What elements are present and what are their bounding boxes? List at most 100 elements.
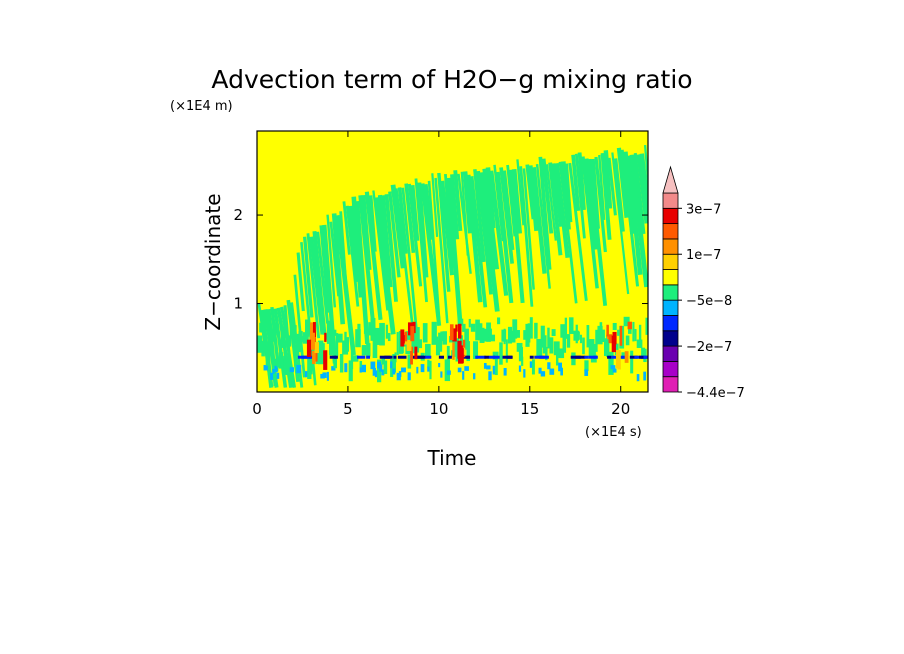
field-streak [502,170,515,251]
field-cell [582,337,585,355]
field-plume [615,349,620,369]
field-cell [435,340,441,356]
field-cell [549,368,555,375]
colorbar-segment [662,345,679,362]
field-streak [629,154,648,288]
field-cell [492,365,496,375]
field-cell [503,328,506,345]
field-cell [531,359,535,375]
field-cell [407,372,411,381]
colorbar-segment [662,192,679,209]
field-cell [447,355,452,359]
field-streak [384,194,398,302]
field-cell [638,324,642,347]
field-cell [331,366,336,371]
field-cell [281,326,285,348]
field-cell [507,355,513,359]
field-cell [566,334,571,348]
field-cell [397,355,407,359]
field-streak [316,231,330,324]
field-cell [344,331,347,341]
field-streak [453,170,463,232]
field-cell [305,371,309,378]
field-cell [564,317,567,339]
field-cell [523,369,526,378]
field-streak [348,205,360,283]
field-cell [468,318,471,328]
field-plume [404,331,408,342]
colorbar-segment [662,253,679,270]
field-cell [381,357,386,365]
field-streak [401,187,419,334]
field-streak [397,187,408,254]
x-tick-label: 20 [611,400,630,418]
field-streak [583,158,598,250]
field-streak [587,158,608,306]
field-cell [607,355,612,359]
field-cell [420,355,424,359]
field-cell [261,340,265,357]
field-streak [372,190,389,311]
field-cell [464,328,469,350]
field-streak [319,225,331,313]
field-cell [320,343,325,351]
field-cell [359,367,362,373]
field-streak [577,152,586,211]
field-cell [579,334,583,344]
field-cell [438,362,441,368]
field-plume [312,350,316,365]
field-cell [272,369,275,374]
field-streak [565,163,573,223]
field-cell [427,366,432,372]
field-cell [307,358,312,379]
field-cell [512,319,518,339]
field-streak [427,180,441,322]
field-cell [623,316,630,327]
field-cell [632,321,635,342]
field-cell [584,355,589,359]
colorbar-tick-label: 1e−7 [686,248,721,263]
field-cell [285,335,292,347]
field-cell [606,334,610,357]
field-cell [462,371,465,380]
field-cell [438,355,445,359]
field-cell [612,322,617,330]
field-cell [311,346,315,355]
field-cell [298,330,303,341]
field-cell [270,372,274,380]
field-cell [363,322,367,334]
field-cell [379,364,383,372]
field-plume [457,323,462,339]
field-streak [626,155,643,275]
field-cell [612,368,617,373]
field-cell [534,322,538,339]
field-cell [411,337,414,350]
field-cell [643,348,647,363]
field-cell [551,329,556,336]
field-streak [506,164,517,237]
field-cell [372,367,376,376]
field-cell [614,343,619,356]
x-scale-label: (×1E4 s) [585,425,642,440]
field-cell [584,369,589,376]
field-cell [422,323,428,343]
field-cell [547,327,550,349]
plot-frame [256,130,649,393]
field-plume [311,332,315,350]
field-cell [381,369,385,376]
field-streak [417,182,429,278]
field-cell [461,355,470,359]
field-streak [326,214,337,308]
field-cell [385,324,388,339]
field-cell [538,338,542,351]
field-cell [276,372,280,379]
field-cell [560,367,563,376]
field-streak [541,158,554,234]
y-tick-label: 1 [233,295,243,313]
field-streak [489,170,509,296]
field-cell [540,325,545,348]
field-cell [318,340,324,365]
field-streak [499,167,515,264]
field-streak [473,169,486,263]
